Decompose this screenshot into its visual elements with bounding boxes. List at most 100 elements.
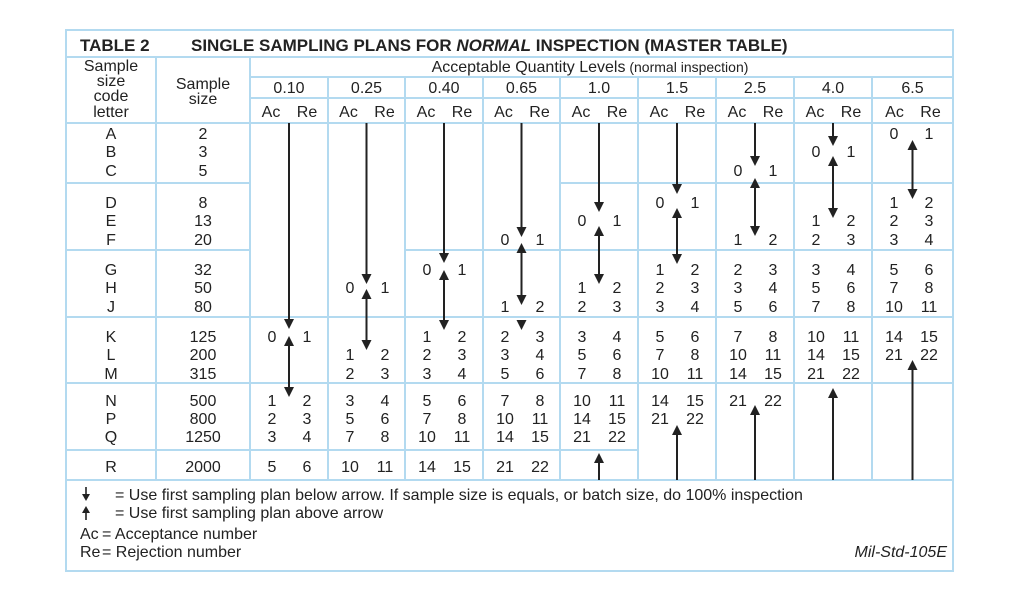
acceptance-number: 0 [734, 163, 743, 180]
sample-size: 50 [194, 280, 212, 297]
sample-size: 3 [199, 144, 208, 161]
header-line: size [97, 73, 126, 90]
rejection-number: 3 [613, 299, 622, 316]
acceptance-number: 10 [341, 459, 359, 476]
arrow-down-icon [672, 123, 682, 194]
sample-size: 500 [190, 393, 217, 410]
aql-group-note: (normal inspection) [625, 59, 748, 75]
code-letter: M [104, 366, 117, 383]
legend: = Use first sampling plan below arrow. I… [80, 487, 803, 561]
rejection-number: 8 [769, 329, 778, 346]
aql-header: 0.65 [506, 80, 537, 97]
rejection-number: 15 [608, 411, 626, 428]
acceptance-number: 14 [496, 429, 514, 446]
rejection-number: 3 [847, 232, 856, 249]
arrow-down-icon [284, 123, 294, 329]
acceptance-number: 3 [268, 429, 277, 446]
double-arrow-icon [672, 208, 682, 264]
acceptance-number: 10 [651, 366, 669, 383]
rejection-number: 3 [303, 411, 312, 428]
rejection-number: 4 [536, 347, 545, 364]
title-part-2: INSPECTION (MASTER TABLE) [531, 36, 788, 55]
re-header: Re [920, 104, 941, 121]
code-letter: F [106, 232, 116, 249]
rejection-number: 8 [925, 280, 934, 297]
source-reference: Mil-Std-105E [855, 544, 948, 561]
double-arrow-icon [594, 226, 604, 284]
acceptance-number: 7 [578, 366, 587, 383]
arrow-up-icon [82, 506, 90, 520]
rejection-number: 11 [609, 393, 626, 410]
rejection-number: 3 [691, 280, 700, 297]
arrow-down-icon [82, 487, 90, 501]
rejection-number: 3 [769, 262, 778, 279]
rejection-number: 6 [691, 329, 700, 346]
rejection-number: 8 [691, 347, 700, 364]
rejection-number: 6 [925, 262, 934, 279]
aql-header: 4.0 [822, 80, 844, 97]
ac-header: Ac [494, 104, 513, 121]
rejection-number: 1 [691, 195, 700, 212]
ac-header: Ac [728, 104, 747, 121]
acceptance-number: 1 [578, 280, 587, 297]
aql-group-label: Acceptable Quantity Levels [432, 59, 626, 76]
sample-size: 20 [194, 232, 212, 249]
acceptance-number: 1 [346, 347, 355, 364]
acceptance-number: 1 [501, 299, 510, 316]
double-arrow-icon [907, 140, 918, 199]
arrow-down-icon [594, 123, 604, 212]
acceptance-number: 0 [656, 195, 665, 212]
arrowhead-down-icon [516, 320, 527, 330]
re-header: Re [685, 104, 706, 121]
acceptance-number: 10 [885, 299, 903, 316]
rejection-number: 15 [920, 329, 938, 346]
double-arrow-icon [516, 243, 527, 305]
acceptance-number: 2 [734, 262, 743, 279]
acceptance-number: 2 [501, 329, 510, 346]
legend-text: = Rejection number [102, 544, 242, 561]
acceptance-number: 2 [890, 213, 899, 230]
acceptance-number: 5 [501, 366, 510, 383]
acceptance-number: 0 [423, 262, 432, 279]
sample-size: 200 [190, 347, 217, 364]
sample-size: 315 [190, 366, 217, 383]
code-letter: Q [105, 429, 117, 446]
rejection-number: 22 [842, 366, 860, 383]
acceptance-number: 14 [807, 347, 825, 364]
rejection-number: 4 [381, 393, 390, 410]
acceptance-number: 1 [890, 195, 899, 212]
acceptance-number: 0 [890, 126, 899, 143]
code-letter: E [106, 213, 117, 230]
rejection-number: 11 [532, 411, 549, 428]
arrow-up-icon [594, 453, 604, 480]
ac-header: Ac [339, 104, 358, 121]
acceptance-number: 0 [812, 144, 821, 161]
acceptance-number: 5 [890, 262, 899, 279]
acceptance-number: 3 [423, 366, 432, 383]
table-title: SINGLE SAMPLING PLANS FOR NORMAL INSPECT… [191, 36, 788, 55]
rejection-number: 15 [531, 429, 549, 446]
acceptance-number: 7 [812, 299, 821, 316]
acceptance-number: 3 [501, 347, 510, 364]
double-arrow-icon [750, 178, 760, 236]
rejection-number: 8 [381, 429, 390, 446]
ac-header: Ac [572, 104, 591, 121]
re-header: Re [374, 104, 395, 121]
acceptance-number: 7 [423, 411, 432, 428]
acceptance-number: 10 [729, 347, 747, 364]
rejection-number: 6 [613, 347, 622, 364]
acceptance-number: 21 [729, 393, 747, 410]
rejection-number: 22 [608, 429, 626, 446]
code-letter: J [107, 299, 115, 316]
legend-text: = Use first sampling plan above arrow [115, 505, 384, 522]
sample-size: 125 [190, 329, 217, 346]
ac-header: Ac [650, 104, 669, 121]
sample-size: 800 [190, 411, 217, 428]
acceptance-number: 21 [573, 429, 591, 446]
rejection-number: 2 [613, 280, 622, 297]
acceptance-number: 21 [651, 411, 669, 428]
rejection-number: 6 [303, 459, 312, 476]
acceptance-number: 3 [578, 329, 587, 346]
legend-symbol: Re [80, 544, 101, 561]
